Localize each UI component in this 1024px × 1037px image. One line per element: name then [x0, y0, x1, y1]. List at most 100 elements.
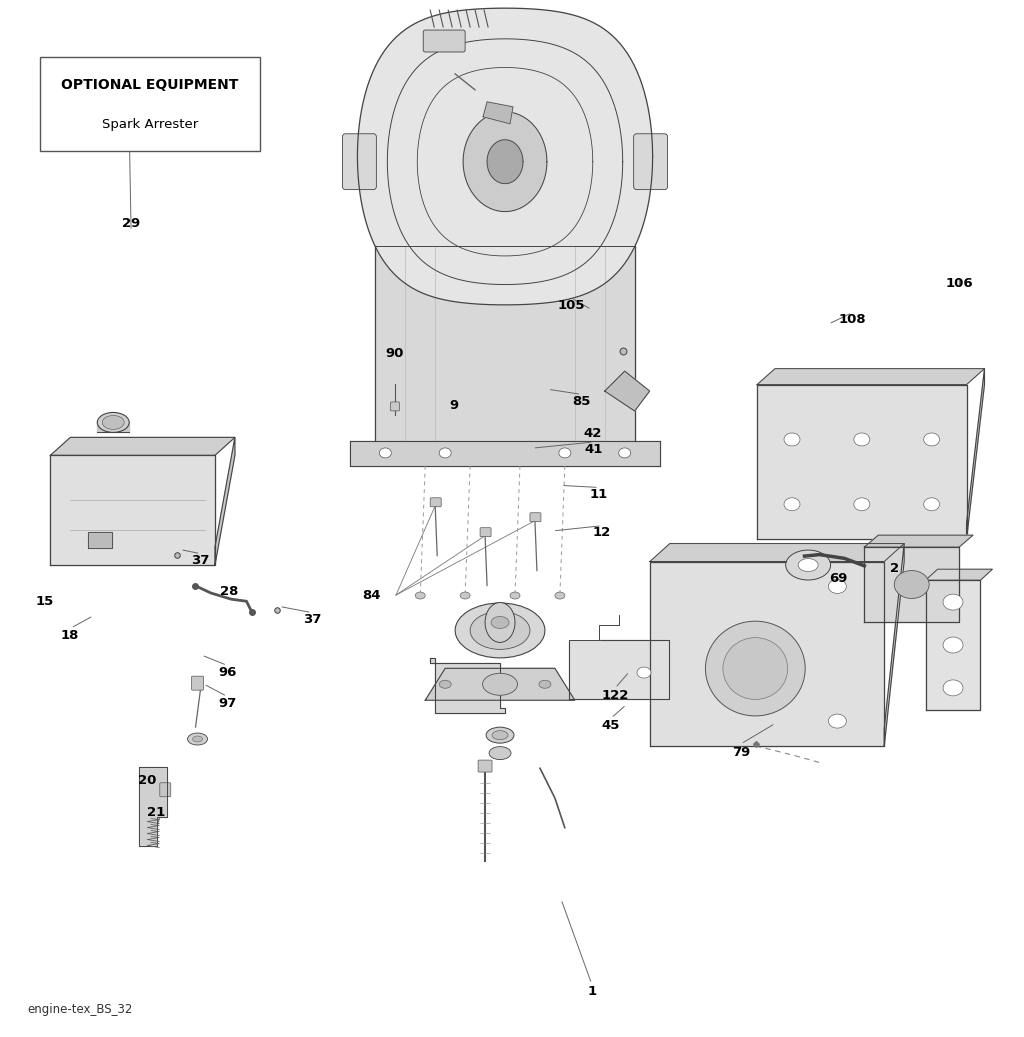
Polygon shape — [885, 543, 904, 746]
Ellipse shape — [784, 498, 800, 511]
Ellipse shape — [193, 736, 203, 742]
Text: 11: 11 — [590, 488, 608, 501]
FancyBboxPatch shape — [634, 134, 668, 190]
Ellipse shape — [486, 727, 514, 744]
FancyBboxPatch shape — [530, 512, 541, 522]
Polygon shape — [650, 561, 885, 746]
Ellipse shape — [723, 638, 787, 699]
Text: engine-tex_BS_32: engine-tex_BS_32 — [27, 1003, 132, 1016]
Ellipse shape — [706, 621, 805, 716]
Polygon shape — [569, 615, 620, 640]
Polygon shape — [425, 668, 574, 700]
Ellipse shape — [492, 616, 509, 628]
Polygon shape — [88, 532, 112, 549]
Ellipse shape — [439, 448, 452, 458]
Ellipse shape — [894, 570, 929, 598]
Text: 21: 21 — [147, 806, 166, 819]
Ellipse shape — [943, 680, 963, 696]
Polygon shape — [430, 658, 505, 713]
Polygon shape — [357, 8, 652, 305]
Ellipse shape — [555, 592, 565, 599]
Polygon shape — [350, 441, 659, 466]
Ellipse shape — [943, 594, 963, 610]
Text: 96: 96 — [218, 666, 237, 679]
Ellipse shape — [854, 498, 869, 511]
Ellipse shape — [482, 673, 517, 695]
Text: 18: 18 — [60, 628, 79, 642]
Ellipse shape — [828, 714, 846, 728]
Text: 41: 41 — [585, 443, 603, 455]
Ellipse shape — [539, 680, 551, 689]
Ellipse shape — [943, 637, 963, 653]
Text: 85: 85 — [572, 395, 591, 409]
FancyBboxPatch shape — [191, 676, 204, 691]
FancyBboxPatch shape — [430, 498, 441, 507]
Ellipse shape — [439, 680, 452, 689]
Polygon shape — [757, 368, 984, 385]
Ellipse shape — [379, 448, 391, 458]
Ellipse shape — [510, 592, 520, 599]
Ellipse shape — [455, 602, 545, 657]
Ellipse shape — [102, 416, 124, 429]
Polygon shape — [487, 140, 523, 184]
Polygon shape — [139, 766, 167, 846]
Text: 20: 20 — [138, 774, 157, 787]
Polygon shape — [50, 455, 215, 565]
Text: 9: 9 — [450, 399, 459, 413]
Text: 90: 90 — [385, 346, 403, 360]
Polygon shape — [463, 112, 547, 212]
Text: 1: 1 — [587, 985, 596, 998]
Text: 42: 42 — [584, 427, 602, 440]
Ellipse shape — [785, 550, 830, 580]
Text: 37: 37 — [303, 613, 322, 626]
Text: 108: 108 — [839, 313, 866, 327]
Ellipse shape — [924, 433, 940, 446]
Ellipse shape — [460, 592, 470, 599]
Polygon shape — [926, 580, 980, 710]
Text: 79: 79 — [731, 746, 750, 759]
Ellipse shape — [784, 433, 800, 446]
Ellipse shape — [416, 592, 425, 599]
Ellipse shape — [618, 448, 631, 458]
Text: 122: 122 — [601, 689, 629, 702]
Text: OPTIONAL EQUIPMENT: OPTIONAL EQUIPMENT — [61, 78, 239, 92]
Polygon shape — [569, 640, 669, 700]
Ellipse shape — [489, 747, 511, 759]
Text: 2: 2 — [891, 562, 899, 574]
Text: 37: 37 — [191, 555, 210, 567]
Text: 69: 69 — [829, 572, 848, 585]
Ellipse shape — [187, 733, 208, 745]
Bar — [40, 57, 260, 151]
Polygon shape — [483, 102, 513, 123]
Polygon shape — [50, 438, 234, 455]
Polygon shape — [376, 247, 635, 441]
Polygon shape — [97, 422, 129, 432]
Text: 84: 84 — [361, 589, 380, 601]
Text: 106: 106 — [945, 277, 973, 290]
Ellipse shape — [485, 602, 515, 642]
FancyBboxPatch shape — [423, 30, 465, 52]
Ellipse shape — [97, 413, 129, 432]
Polygon shape — [757, 385, 967, 539]
FancyBboxPatch shape — [160, 783, 171, 796]
Ellipse shape — [924, 498, 940, 511]
Text: 28: 28 — [220, 586, 239, 598]
Polygon shape — [864, 548, 959, 622]
Text: 97: 97 — [218, 697, 237, 710]
FancyBboxPatch shape — [390, 402, 399, 411]
Ellipse shape — [854, 433, 869, 446]
FancyBboxPatch shape — [480, 528, 492, 537]
Ellipse shape — [559, 448, 570, 458]
Polygon shape — [926, 569, 992, 580]
FancyBboxPatch shape — [342, 134, 377, 190]
Polygon shape — [967, 368, 984, 539]
Text: Spark Arrester: Spark Arrester — [101, 118, 198, 132]
Polygon shape — [215, 438, 234, 565]
Polygon shape — [605, 371, 649, 411]
Ellipse shape — [493, 731, 508, 739]
Text: 29: 29 — [122, 217, 140, 230]
Ellipse shape — [828, 580, 846, 593]
FancyBboxPatch shape — [478, 760, 493, 773]
Text: 12: 12 — [593, 527, 611, 539]
Ellipse shape — [798, 559, 818, 571]
